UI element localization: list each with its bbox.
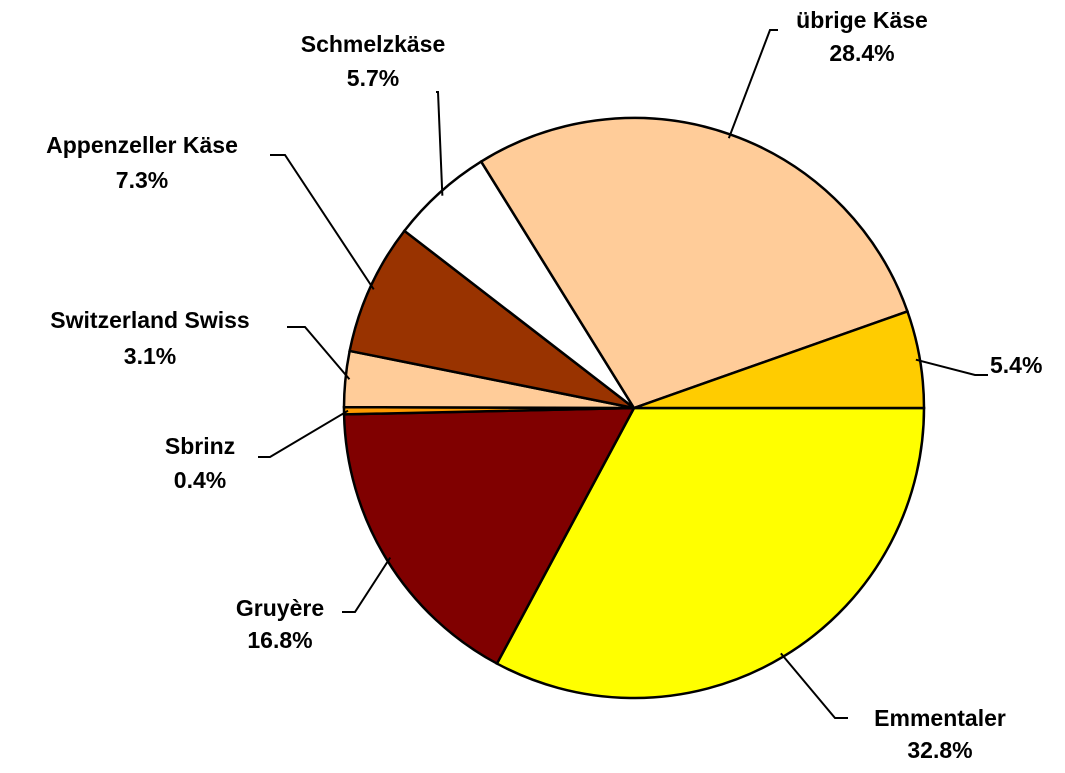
leader-line xyxy=(342,557,392,613)
slice-label: übrige Käse xyxy=(796,7,928,33)
pie-slice xyxy=(342,406,637,666)
slice-value-label: 5.4% xyxy=(990,352,1042,378)
slice-value-label: 0.4% xyxy=(174,467,226,493)
leader-line xyxy=(780,652,848,719)
slice-value-label: 16.8% xyxy=(247,627,312,653)
leader-line xyxy=(287,326,351,380)
leader-line xyxy=(727,29,778,139)
slice-label: Emmentaler xyxy=(874,705,1006,731)
leader-line xyxy=(915,358,988,376)
slice-value-label: 32.8% xyxy=(907,737,972,763)
leader-line xyxy=(436,91,444,196)
pie-slice xyxy=(348,229,635,410)
slice-label: Gruyère xyxy=(236,595,324,621)
slice-label: Appenzeller Käse xyxy=(46,132,238,158)
slice-label: Sbrinz xyxy=(165,433,235,459)
leader-line xyxy=(258,409,349,458)
slice-value-label: 7.3% xyxy=(116,167,168,193)
slice-value-label: 5.7% xyxy=(347,65,399,91)
slice-label: Switzerland Swiss xyxy=(50,307,249,333)
slice-value-label: 3.1% xyxy=(124,343,176,369)
slice-value-label: 28.4% xyxy=(829,40,894,66)
slice-label: Schmelzkäse xyxy=(301,31,445,57)
leader-line xyxy=(270,154,375,290)
pie-slice xyxy=(633,309,926,410)
